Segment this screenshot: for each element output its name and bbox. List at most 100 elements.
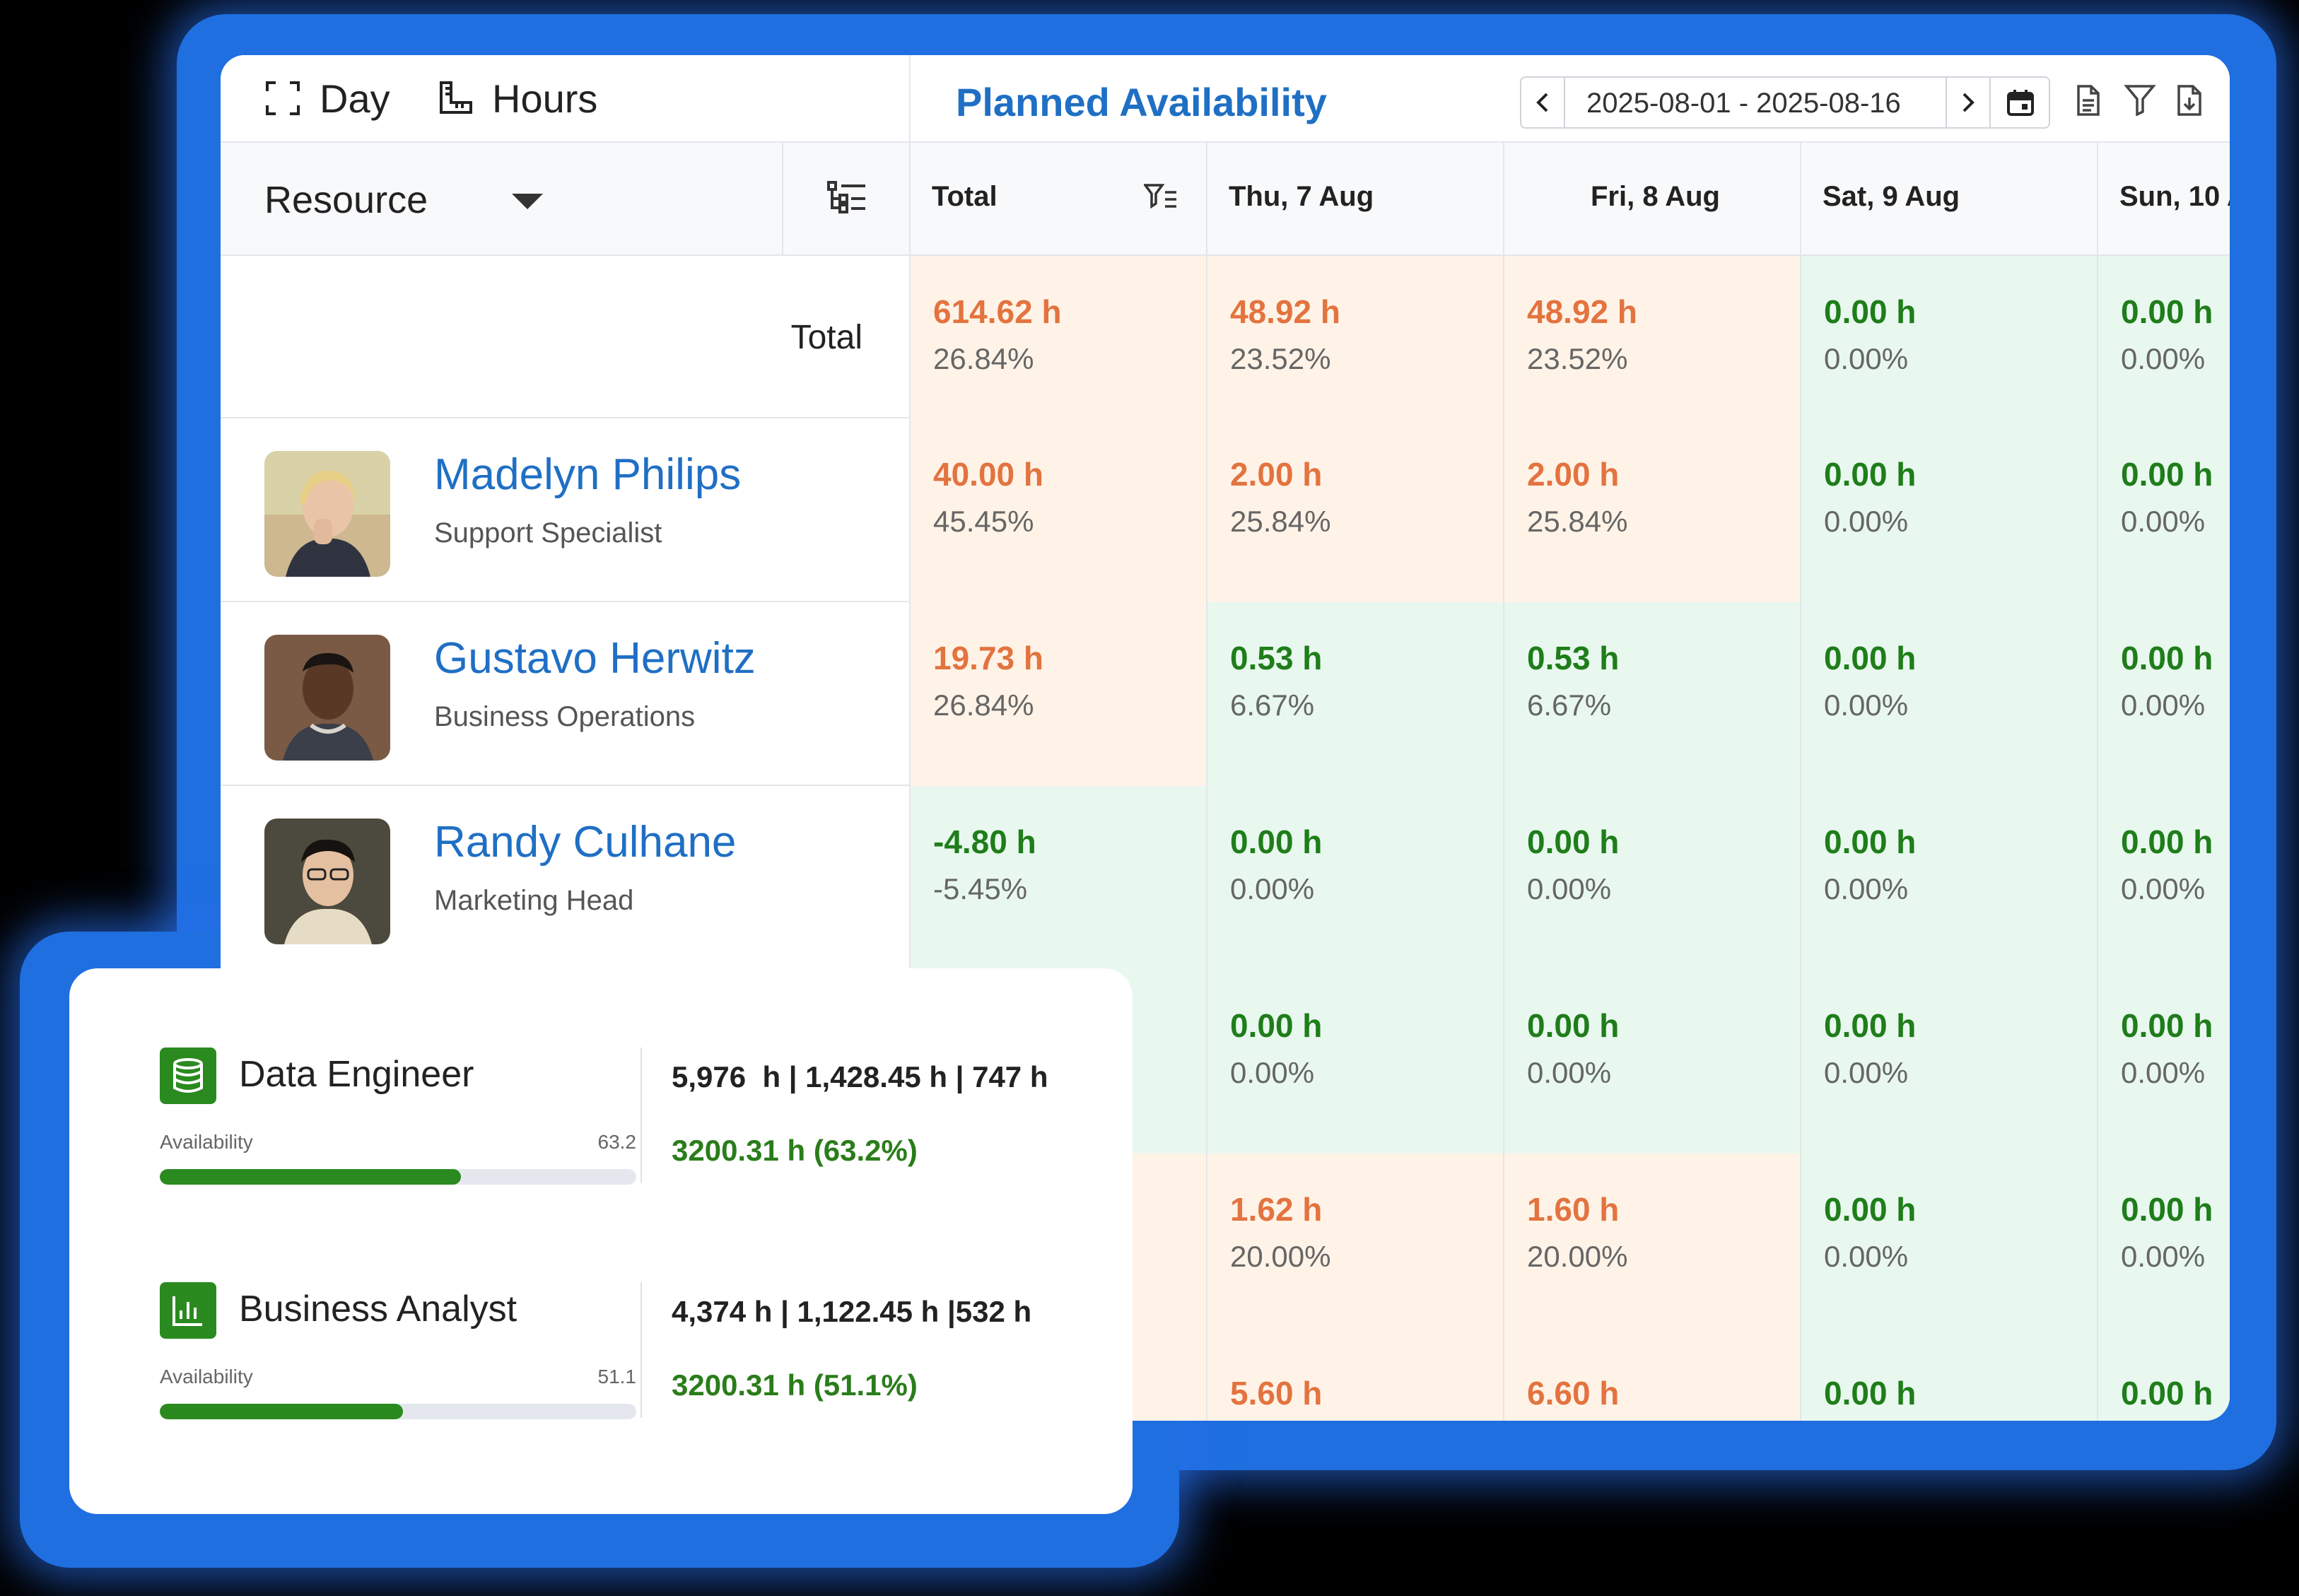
availability-cell[interactable]: 0.00 h <box>2098 1337 2230 1421</box>
cell-percent: 0.00% <box>1824 1056 1908 1090</box>
availability-cell[interactable]: 40.00 h45.45% <box>911 418 1207 604</box>
role-summary-item[interactable]: Business Analyst Availability 51.1 4,374… <box>69 1282 1133 1515</box>
prev-range-button[interactable] <box>1521 78 1565 127</box>
availability-cell[interactable]: 0.00 h0.00% <box>1504 970 1801 1155</box>
resource-dropdown-label[interactable]: Resource <box>264 178 428 222</box>
cell-percent: 0.00% <box>2121 688 2205 722</box>
column-header-total[interactable]: Total <box>911 143 1207 256</box>
export-icon[interactable] <box>2176 83 2203 117</box>
column-header-day[interactable]: Fri, 8 Aug <box>1504 143 1801 256</box>
availability-cell[interactable]: 0.00 h0.00% <box>1207 786 1504 971</box>
availability-cell[interactable]: 0.00 h0.00% <box>2098 256 2230 420</box>
next-range-button[interactable] <box>1946 78 1989 127</box>
availability-cell[interactable]: 614.62 h 26.84% <box>911 256 1207 420</box>
date-range-text[interactable]: 2025-08-01 - 2025-08-16 <box>1586 88 1901 119</box>
person-name[interactable]: Randy Culhane <box>434 817 736 867</box>
resource-row[interactable]: Gustavo Herwitz Business Operations <box>221 602 909 786</box>
availability-cell[interactable]: 0.00 h0.00% <box>2098 970 2230 1155</box>
availability-bar <box>160 1169 636 1185</box>
cell-percent: 0.00% <box>2121 872 2205 906</box>
cell-percent: 20.00% <box>1230 1240 1330 1274</box>
caret-down-icon[interactable] <box>512 194 543 209</box>
availability-cell[interactable]: 0.00 h 0.00% <box>1801 970 2098 1155</box>
database-icon <box>160 1048 216 1104</box>
cell-hours: 40.00 h <box>933 455 1043 493</box>
cell-hours: 0.53 h <box>1230 639 1322 677</box>
role-summary-item[interactable]: Data Engineer Availability 63.2 5,976 h … <box>69 1048 1133 1281</box>
availability-bar <box>160 1404 636 1419</box>
availability-cell[interactable]: 5.60 h <box>1207 1337 1504 1421</box>
availability-cell[interactable]: 0.00 h0.00% <box>1801 1154 2098 1339</box>
view-bar: Day Hours <box>221 55 909 143</box>
cell-percent: 0.00% <box>1824 505 1908 539</box>
resource-row[interactable]: Madelyn Philips Support Specialist <box>221 418 909 602</box>
grid-toolbar: Planned Availability 2025-08-01 - 2025-0… <box>911 55 2230 143</box>
cell-hours: 2.00 h <box>1230 455 1322 493</box>
avatar <box>264 451 390 577</box>
availability-cell[interactable]: 0.00 h0.00% <box>2098 418 2230 604</box>
filter-icon[interactable] <box>2124 83 2156 116</box>
availability-cell[interactable]: 2.00 h25.84% <box>1504 418 1801 604</box>
column-header-label: Sun, 10 Aug <box>2119 181 2230 213</box>
column-header-label: Thu, 7 Aug <box>1229 181 1374 213</box>
availability-cell[interactable]: 0.00 h0.00% <box>1504 786 1801 971</box>
availability-cell[interactable]: 0.00 h0.00% <box>1801 418 2098 604</box>
person-role: Marketing Head <box>434 885 633 917</box>
availability-cell[interactable]: 0.00 h0.00% <box>2098 602 2230 787</box>
availability-cell[interactable]: 0.00 h0.00% <box>1801 786 2098 971</box>
column-header-day[interactable]: Thu, 7 Aug <box>1207 143 1504 256</box>
cell-percent: 26.84% <box>933 342 1034 376</box>
ruler-icon <box>437 80 474 117</box>
cell-hours: 614.62 h <box>933 293 1062 331</box>
cell-hours: 0.00 h <box>1230 1007 1322 1045</box>
resource-row[interactable]: Randy Culhane Marketing Head <box>221 786 909 970</box>
cell-percent: 0.00% <box>1824 872 1908 906</box>
column-header-day[interactable]: Sat, 9 Aug <box>1801 143 2098 256</box>
availability-cell[interactable]: 48.92 h23.52% <box>1207 256 1504 420</box>
cell-hours: 0.00 h <box>1824 1007 1916 1045</box>
availability-cell[interactable]: 19.73 h26.84% <box>911 602 1207 787</box>
column-header-day[interactable]: Sun, 10 Aug <box>2098 143 2230 256</box>
availability-cell[interactable]: 48.92 h23.52% <box>1504 256 1801 420</box>
availability-cell[interactable]: 1.62 h20.00% <box>1207 1154 1504 1339</box>
document-icon[interactable] <box>2076 83 2101 117</box>
availability-cell[interactable]: 0.53 h6.67% <box>1504 602 1801 787</box>
calendar-button[interactable] <box>1989 78 2050 127</box>
availability-cell[interactable]: 2.00 h25.84% <box>1207 418 1504 604</box>
cell-hours: 0.00 h <box>1824 639 1916 677</box>
grid-title: Planned Availability <box>956 79 1327 125</box>
availability-cell[interactable]: 0.00 h 0.00% <box>1207 970 1504 1155</box>
day-label: Day <box>320 76 390 122</box>
cell-percent: 0.00% <box>1824 342 1908 376</box>
cell-hours: 6.60 h <box>1527 1374 1619 1412</box>
person-role: Support Specialist <box>434 517 662 549</box>
availability-cell[interactable]: 1.60 h20.00% <box>1504 1154 1801 1339</box>
hours-view-toggle[interactable]: Hours <box>437 75 597 122</box>
person-name[interactable]: Gustavo Herwitz <box>434 633 756 683</box>
calendar-icon <box>2006 88 2035 117</box>
avatar <box>264 635 390 761</box>
cell-hours: 0.00 h <box>2121 823 2213 861</box>
person-name[interactable]: Madelyn Philips <box>434 450 741 500</box>
role-hour-stats: 4,374 h | 1,122.45 h |532 h <box>672 1295 1031 1329</box>
availability-cell[interactable]: 0.53 h 6.67% <box>1207 602 1504 787</box>
day-view-toggle[interactable]: Day <box>264 75 390 122</box>
availability-cell[interactable]: 0.00 h0.00% <box>1801 256 2098 420</box>
availability-cell[interactable]: -4.80 h-5.45% <box>911 786 1207 971</box>
cell-percent: 0.00% <box>2121 505 2205 539</box>
availability-cell[interactable]: 0.00 h <box>1801 1337 2098 1421</box>
chevron-left-icon <box>1534 91 1551 114</box>
availability-cell[interactable]: 0.00 h 0.00% <box>2098 786 2230 971</box>
cell-percent: 0.00% <box>1230 1056 1314 1090</box>
availability-cell[interactable]: 6.60 h <box>1504 1337 1801 1421</box>
tree-list-icon[interactable] <box>826 180 868 216</box>
cell-hours: 5.60 h <box>1230 1374 1322 1412</box>
date-range-picker[interactable]: 2025-08-01 - 2025-08-16 <box>1520 76 2050 129</box>
availability-cell[interactable]: 0.00 h0.00% <box>1801 602 2098 787</box>
cell-percent: 6.67% <box>1230 688 1314 722</box>
cell-hours: 0.00 h <box>2121 1190 2213 1228</box>
availability-bar-fill <box>160 1404 403 1419</box>
cell-hours: 0.53 h <box>1527 639 1619 677</box>
filter-list-icon[interactable] <box>1144 182 1178 211</box>
availability-cell[interactable]: 0.00 h0.00% <box>2098 1154 2230 1339</box>
